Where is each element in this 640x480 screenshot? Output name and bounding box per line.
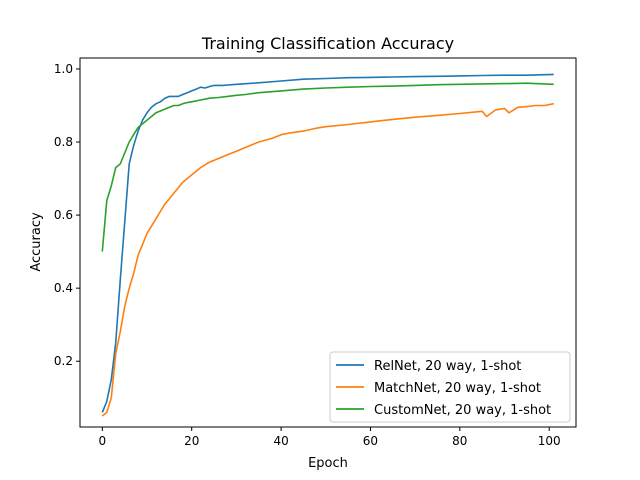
x-tick-label: 100 xyxy=(538,434,561,448)
series-line-3 xyxy=(101,82,554,252)
y-tick-label: 1.0 xyxy=(54,62,73,76)
y-axis-label: Accuracy xyxy=(29,212,44,272)
legend-label-1: RelNet, 20 way, 1-shot xyxy=(374,359,521,374)
x-axis-label: Epoch xyxy=(308,456,348,471)
y-tick-label: 0.6 xyxy=(54,208,73,222)
series-line-1 xyxy=(101,73,554,413)
y-tick-label: 0.2 xyxy=(54,354,73,368)
x-tick-label: 40 xyxy=(273,434,288,448)
x-tick-label: 0 xyxy=(99,434,107,448)
x-tick-label: 60 xyxy=(363,434,378,448)
series-layer xyxy=(101,73,554,417)
legend-label-3: CustomNet, 20 way, 1-shot xyxy=(374,403,551,418)
y-axis: 0.2 0.4 0.6 0.8 1.0 xyxy=(54,62,80,368)
x-tick-label: 80 xyxy=(452,434,467,448)
chart-title: Training Classification Accuracy xyxy=(201,34,454,53)
legend: RelNet, 20 way, 1-shot MatchNet, 20 way, … xyxy=(329,351,571,423)
legend-label-2: MatchNet, 20 way, 1-shot xyxy=(374,381,541,396)
plot-frame xyxy=(79,57,577,428)
x-tick-label: 20 xyxy=(184,434,199,448)
y-tick-label: 0.8 xyxy=(54,135,73,149)
x-axis: 0 20 40 60 80 100 xyxy=(99,427,561,448)
series-line-2 xyxy=(101,102,554,417)
y-tick-label: 0.4 xyxy=(54,281,73,295)
legend-box xyxy=(329,351,571,423)
